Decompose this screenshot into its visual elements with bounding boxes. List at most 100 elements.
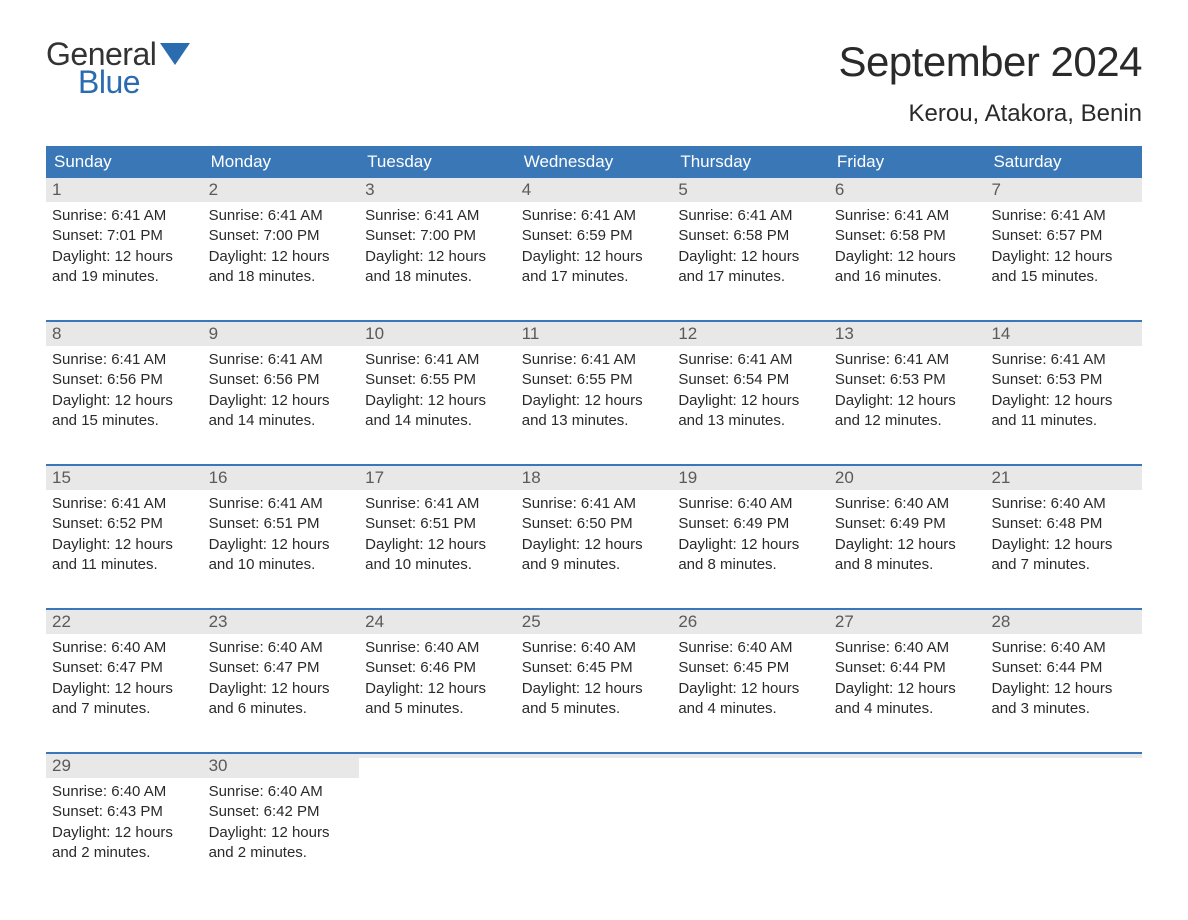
- sunrise-text: Sunrise: 6:41 AM: [52, 206, 197, 226]
- calendar-day: 12Sunrise: 6:41 AMSunset: 6:54 PMDayligh…: [672, 322, 829, 450]
- sunrise-text: Sunrise: 6:41 AM: [365, 206, 510, 226]
- sunset-text: Sunset: 6:42 PM: [209, 802, 354, 822]
- week-spacer: [46, 450, 1142, 464]
- day-number-row: 7: [985, 178, 1142, 202]
- daylight-line2: and 19 minutes.: [52, 267, 197, 287]
- weekday-header: Saturday: [985, 146, 1142, 178]
- sunrise-text: Sunrise: 6:41 AM: [522, 350, 667, 370]
- daylight-line1: Daylight: 12 hours: [991, 679, 1136, 699]
- daylight-line1: Daylight: 12 hours: [365, 679, 510, 699]
- sunrise-text: Sunrise: 6:40 AM: [52, 638, 197, 658]
- sunrise-text: Sunrise: 6:41 AM: [991, 206, 1136, 226]
- calendar-day: 14Sunrise: 6:41 AMSunset: 6:53 PMDayligh…: [985, 322, 1142, 450]
- sunrise-text: Sunrise: 6:40 AM: [209, 638, 354, 658]
- sunrise-text: Sunrise: 6:40 AM: [522, 638, 667, 658]
- day-body: Sunrise: 6:40 AMSunset: 6:47 PMDaylight:…: [46, 634, 203, 727]
- daylight-line2: and 15 minutes.: [52, 411, 197, 431]
- day-number-row: [672, 754, 829, 758]
- daylight-line2: and 15 minutes.: [991, 267, 1136, 287]
- day-number-row: 5: [672, 178, 829, 202]
- day-number-row: 17: [359, 466, 516, 490]
- daylight-line1: Daylight: 12 hours: [52, 247, 197, 267]
- sunset-text: Sunset: 6:58 PM: [835, 226, 980, 246]
- day-number: 23: [209, 612, 228, 631]
- day-number: 13: [835, 324, 854, 343]
- daylight-line1: Daylight: 12 hours: [209, 247, 354, 267]
- daylight-line1: Daylight: 12 hours: [209, 391, 354, 411]
- day-number: 30: [209, 756, 228, 775]
- week-spacer: [46, 306, 1142, 320]
- daylight-line2: and 17 minutes.: [678, 267, 823, 287]
- day-body: Sunrise: 6:40 AMSunset: 6:47 PMDaylight:…: [203, 634, 360, 727]
- sunset-text: Sunset: 6:50 PM: [522, 514, 667, 534]
- calendar-day: 30Sunrise: 6:40 AMSunset: 6:42 PMDayligh…: [203, 754, 360, 882]
- sunset-text: Sunset: 6:43 PM: [52, 802, 197, 822]
- day-body: Sunrise: 6:41 AMSunset: 6:56 PMDaylight:…: [46, 346, 203, 439]
- calendar-day: 24Sunrise: 6:40 AMSunset: 6:46 PMDayligh…: [359, 610, 516, 738]
- daylight-line2: and 5 minutes.: [522, 699, 667, 719]
- daylight-line1: Daylight: 12 hours: [522, 679, 667, 699]
- daylight-line2: and 12 minutes.: [835, 411, 980, 431]
- sunset-text: Sunset: 6:49 PM: [678, 514, 823, 534]
- day-number-row: [829, 754, 986, 758]
- sunrise-text: Sunrise: 6:41 AM: [678, 206, 823, 226]
- sunset-text: Sunset: 6:55 PM: [365, 370, 510, 390]
- empty-day: [359, 754, 516, 882]
- sunset-text: Sunset: 7:00 PM: [209, 226, 354, 246]
- daylight-line2: and 7 minutes.: [991, 555, 1136, 575]
- sunset-text: Sunset: 6:51 PM: [365, 514, 510, 534]
- sunset-text: Sunset: 6:54 PM: [678, 370, 823, 390]
- sunset-text: Sunset: 6:52 PM: [52, 514, 197, 534]
- title-block: September 2024 Kerou, Atakora, Benin: [838, 38, 1142, 128]
- day-number-row: 23: [203, 610, 360, 634]
- day-number: 28: [991, 612, 1010, 631]
- daylight-line1: Daylight: 12 hours: [678, 247, 823, 267]
- daylight-line1: Daylight: 12 hours: [835, 535, 980, 555]
- day-number-row: 25: [516, 610, 673, 634]
- day-number-row: 11: [516, 322, 673, 346]
- daylight-line1: Daylight: 12 hours: [209, 535, 354, 555]
- logo: General Blue: [46, 38, 190, 98]
- daylight-line2: and 8 minutes.: [678, 555, 823, 575]
- day-body: Sunrise: 6:40 AMSunset: 6:49 PMDaylight:…: [829, 490, 986, 583]
- sunrise-text: Sunrise: 6:40 AM: [991, 494, 1136, 514]
- calendar-day: 26Sunrise: 6:40 AMSunset: 6:45 PMDayligh…: [672, 610, 829, 738]
- daylight-line1: Daylight: 12 hours: [52, 823, 197, 843]
- calendar: SundayMondayTuesdayWednesdayThursdayFrid…: [46, 146, 1142, 882]
- daylight-line2: and 5 minutes.: [365, 699, 510, 719]
- day-number-row: 27: [829, 610, 986, 634]
- day-number-row: 19: [672, 466, 829, 490]
- calendar-day: 23 Sunrise: 6:40 AMSunset: 6:47 PMDayligh…: [203, 610, 360, 738]
- daylight-line2: and 4 minutes.: [678, 699, 823, 719]
- sunrise-text: Sunrise: 6:40 AM: [678, 638, 823, 658]
- calendar-day: 28Sunrise: 6:40 AMSunset: 6:44 PMDayligh…: [985, 610, 1142, 738]
- sunset-text: Sunset: 6:53 PM: [991, 370, 1136, 390]
- sunset-text: Sunset: 6:49 PM: [835, 514, 980, 534]
- day-number: 3: [365, 180, 374, 199]
- daylight-line2: and 9 minutes.: [522, 555, 667, 575]
- day-number-row: 6: [829, 178, 986, 202]
- sunrise-text: Sunrise: 6:40 AM: [835, 638, 980, 658]
- calendar-day: 16Sunrise: 6:41 AMSunset: 6:51 PMDayligh…: [203, 466, 360, 594]
- sunrise-text: Sunrise: 6:41 AM: [365, 494, 510, 514]
- day-number: 10: [365, 324, 384, 343]
- daylight-line1: Daylight: 12 hours: [52, 391, 197, 411]
- calendar-day: 25Sunrise: 6:40 AMSunset: 6:45 PMDayligh…: [516, 610, 673, 738]
- day-number: 27: [835, 612, 854, 631]
- sunset-text: Sunset: 6:57 PM: [991, 226, 1136, 246]
- day-number-row: 20: [829, 466, 986, 490]
- sunset-text: Sunset: 6:56 PM: [52, 370, 197, 390]
- day-number-row: 2: [203, 178, 360, 202]
- daylight-line2: and 2 minutes.: [52, 843, 197, 863]
- sunrise-text: Sunrise: 6:40 AM: [678, 494, 823, 514]
- day-number-row: 30: [203, 754, 360, 778]
- calendar-day: 27Sunrise: 6:40 AMSunset: 6:44 PMDayligh…: [829, 610, 986, 738]
- day-body: Sunrise: 6:41 AMSunset: 6:55 PMDaylight:…: [359, 346, 516, 439]
- day-number-row: 8: [46, 322, 203, 346]
- daylight-line1: Daylight: 12 hours: [365, 535, 510, 555]
- sunset-text: Sunset: 6:46 PM: [365, 658, 510, 678]
- day-body: Sunrise: 6:41 AMSunset: 6:58 PMDaylight:…: [829, 202, 986, 295]
- daylight-line1: Daylight: 12 hours: [678, 679, 823, 699]
- day-number-row: 22: [46, 610, 203, 634]
- day-number-row: 12: [672, 322, 829, 346]
